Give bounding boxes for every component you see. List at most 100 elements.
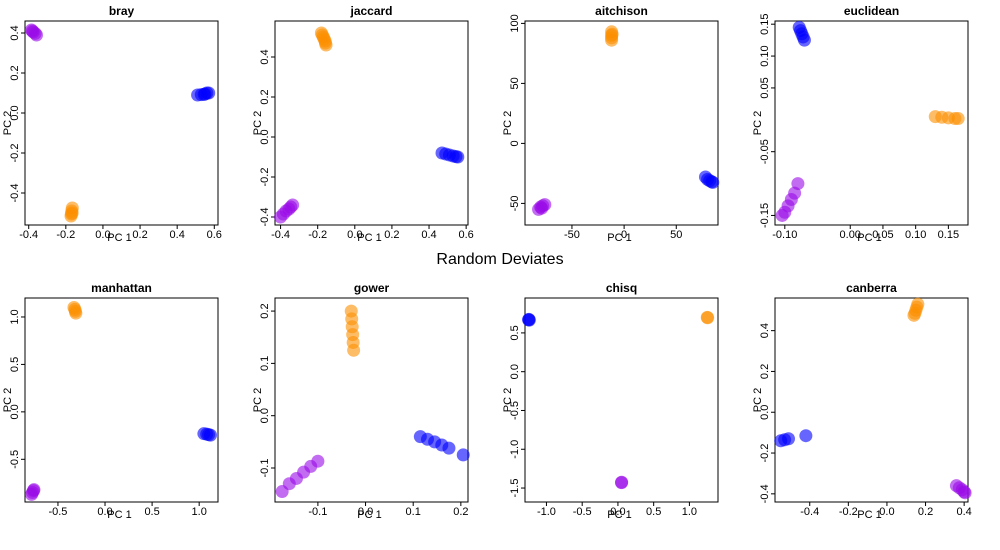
series-1 xyxy=(275,454,325,499)
x-tick-label: 50 xyxy=(670,229,682,241)
series-1 xyxy=(700,310,715,325)
x-tick-label: 0.0 xyxy=(358,506,373,518)
x-tick-label: -1.0 xyxy=(537,506,556,518)
data-point xyxy=(311,454,325,468)
y-tick-label: -0.4 xyxy=(759,484,771,503)
y-tick-label: 0.4 xyxy=(9,25,21,40)
y-tick-label: -0.1 xyxy=(259,459,271,478)
plot-frame xyxy=(24,20,219,226)
data-point xyxy=(197,87,211,101)
panel-title: euclidean xyxy=(844,4,899,18)
y-tick-label: 100 xyxy=(509,14,521,32)
y-tick-label: 0.5 xyxy=(509,325,521,340)
y-axis-label: PC 2 xyxy=(502,111,514,135)
scatter-panel-canberra: canberra -0.4 -0.2 0.0 0.2 0.4 -0.4 -0.2 0.0 0.2 0… xyxy=(752,281,972,521)
panel-title: jaccard xyxy=(349,4,392,18)
x-axis-label: PC 1 xyxy=(107,232,131,244)
series-2 xyxy=(435,146,465,164)
y-tick-label: 0.0 xyxy=(9,404,21,419)
plot-frame xyxy=(524,20,719,226)
x-tick-label: 0.2 xyxy=(384,229,399,241)
series-1 xyxy=(928,110,965,126)
y-tick-label: 0.5 xyxy=(9,357,21,372)
y-tick-label: 1.0 xyxy=(9,309,21,324)
x-tick-label: 0.2 xyxy=(132,229,147,241)
y-tick-label: 0.2 xyxy=(759,364,771,379)
x-axis-label: PC 1 xyxy=(357,232,381,244)
y-tick-label: 0.2 xyxy=(259,89,271,104)
y-tick-label: 0 xyxy=(509,140,521,146)
y-tick-label: -0.5 xyxy=(509,401,521,420)
y-axis-label: PC 2 xyxy=(252,111,264,135)
x-axis-label: PC 1 xyxy=(857,232,881,244)
x-axis-label: PC 1 xyxy=(357,509,381,521)
x-tick-label: 0.6 xyxy=(207,229,222,241)
data-point xyxy=(69,306,83,320)
panel-title: bray xyxy=(109,4,135,18)
x-axis-label: PC 1 xyxy=(107,509,131,521)
data-point xyxy=(797,33,811,47)
y-tick-label: -50 xyxy=(509,195,521,211)
x-tick-label: 0.5 xyxy=(144,506,159,518)
x-tick-label: -0.5 xyxy=(48,506,67,518)
series-2 xyxy=(775,177,805,222)
y-tick-label: 0.0 xyxy=(259,408,271,423)
data-point xyxy=(65,206,79,220)
x-tick-label: 0 xyxy=(621,229,627,241)
y-tick-label: -0.15 xyxy=(759,203,771,228)
y-tick-label: 0.10 xyxy=(759,45,771,66)
x-tick-label: -0.10 xyxy=(772,229,797,241)
panel-title: canberra xyxy=(846,281,897,295)
data-point xyxy=(775,208,789,222)
y-tick-label: 0.4 xyxy=(759,323,771,338)
x-tick-label: 1.0 xyxy=(192,506,207,518)
data-point xyxy=(319,38,333,52)
plot-frame xyxy=(24,297,219,503)
data-point xyxy=(799,429,813,443)
data-point xyxy=(203,428,217,442)
x-tick-label: 0.6 xyxy=(458,229,473,241)
x-tick-label: 0.5 xyxy=(646,506,661,518)
data-point xyxy=(286,198,300,212)
y-tick-label: 50 xyxy=(509,77,521,89)
x-tick-label: -0.4 xyxy=(800,506,819,518)
x-tick-label: 0.4 xyxy=(170,229,185,241)
data-point xyxy=(782,432,796,446)
x-tick-label: -50 xyxy=(564,229,580,241)
data-point xyxy=(27,483,41,497)
series-2 xyxy=(615,475,629,490)
scatter-panel-aitchison: aitchison -50 0 50 -50 0 50 100 PC 1 PC 2 xyxy=(502,4,720,244)
y-tick-label: -0.5 xyxy=(9,450,21,469)
y-tick-label: 0.0 xyxy=(259,129,271,144)
plot-frame xyxy=(274,20,469,226)
data-point xyxy=(535,201,549,215)
plot-frame xyxy=(524,297,719,503)
x-tick-label: -0.2 xyxy=(839,506,858,518)
series-0 xyxy=(522,312,536,327)
series-1 xyxy=(25,483,41,501)
x-tick-label: 0.4 xyxy=(956,506,971,518)
series-0 xyxy=(907,297,925,322)
y-tick-label: -0.2 xyxy=(259,168,271,187)
scatter-panel-chisq: chisq -1.0 -0.5 0.0 0.5 1.0 -1.5 -1.0 -0.5 0.0 0.5… xyxy=(502,281,719,521)
y-tick-label: 0.0 xyxy=(759,405,771,420)
y-tick-label: -0.2 xyxy=(9,144,21,163)
x-tick-label: 0.2 xyxy=(918,506,933,518)
data-point xyxy=(951,112,965,126)
series-0 xyxy=(67,300,83,320)
y-axis-label: PC 2 xyxy=(502,388,514,412)
x-tick-label: 0.0 xyxy=(610,506,625,518)
panel-title: aitchison xyxy=(595,4,648,18)
series-1 xyxy=(774,429,813,448)
series-2 xyxy=(698,170,720,189)
plot-frame xyxy=(774,297,969,503)
x-tick-label: 0.10 xyxy=(905,229,926,241)
data-point xyxy=(701,311,715,325)
data-point xyxy=(907,308,921,322)
y-tick-label: 0.15 xyxy=(759,13,771,34)
series-0 xyxy=(605,25,619,47)
x-tick-label: 0.05 xyxy=(872,229,893,241)
data-point xyxy=(615,475,629,489)
figure-suptitle: Random Deviates xyxy=(436,251,563,268)
